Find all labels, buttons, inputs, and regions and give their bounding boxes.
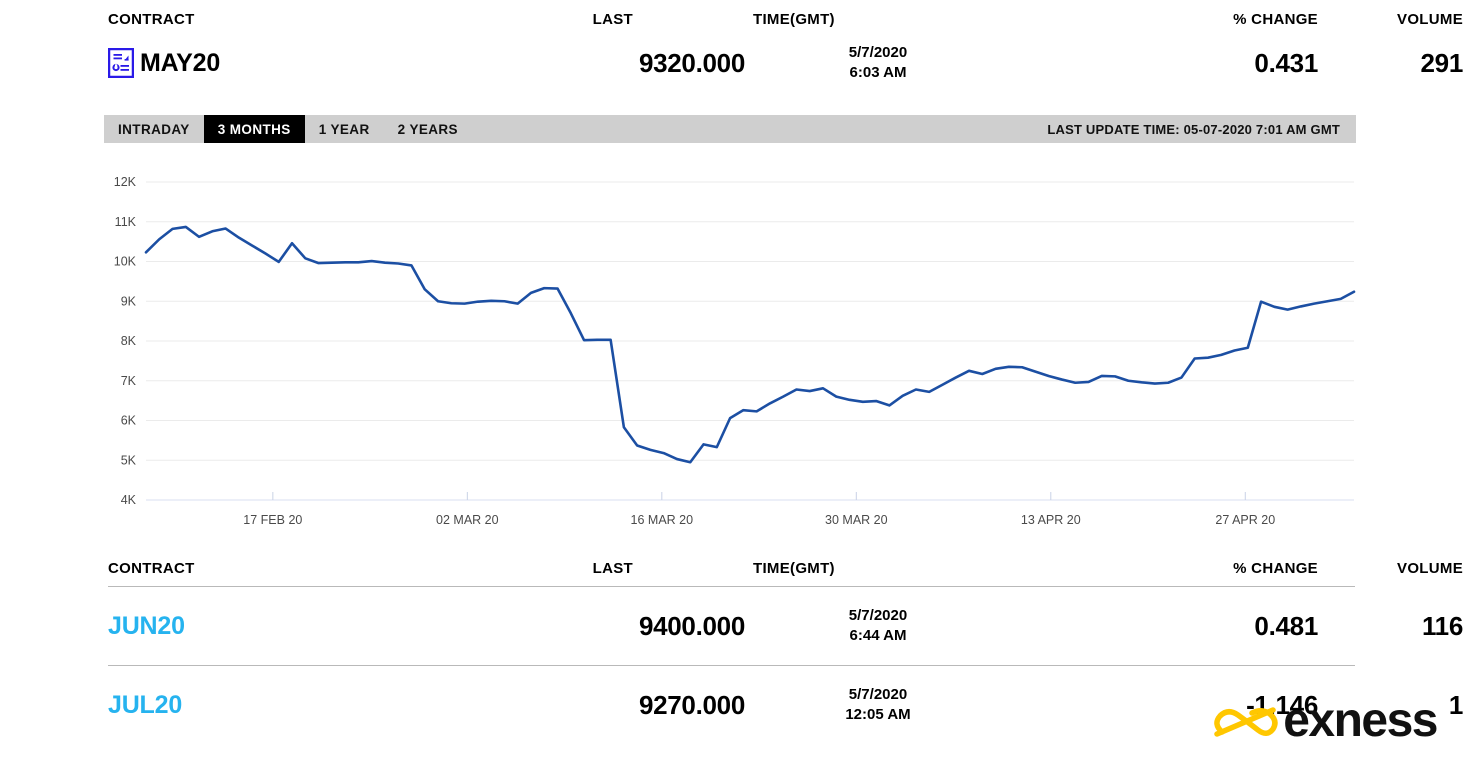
selected-contract-name: MAY20: [140, 48, 221, 77]
tab-1-year[interactable]: 1 YEAR: [318, 121, 370, 137]
svg-text:17 FEB 20: 17 FEB 20: [243, 513, 302, 527]
selected-contract-change: 0.431: [1254, 47, 1318, 78]
tab-intraday[interactable]: INTRADAY: [118, 121, 190, 137]
svg-text:4K: 4K: [121, 493, 137, 507]
lower-header-volume: VOLUME: [1397, 559, 1463, 577]
header-time: TIME(GMT): [753, 10, 835, 28]
row-date-jun20: 5/7/2020: [848, 606, 908, 624]
svg-text:7K: 7K: [121, 374, 137, 388]
lower-header-last: LAST: [592, 559, 633, 577]
selected-contract-row[interactable]: MAY20 9320.000 5/7/2020 6:03 AM 0.431 29…: [0, 32, 1463, 94]
svg-text:02 MAR 20: 02 MAR 20: [436, 513, 499, 527]
tab-3-months[interactable]: 3 MONTHS: [203, 115, 305, 143]
contract-link-jul20[interactable]: JUL20: [108, 690, 183, 719]
svg-text:27 APR 20: 27 APR 20: [1215, 513, 1275, 527]
row-divider: [108, 665, 1355, 666]
selected-contract-clock: 6:03 AM: [849, 64, 907, 81]
header-last: LAST: [592, 10, 633, 28]
document-chart-icon: [108, 48, 134, 78]
lower-table-header: CONTRACT LAST TIME(GMT) % CHANGE VOLUME: [0, 550, 1463, 586]
row-time-jun20: 5/7/2020 6:44 AM: [753, 606, 1003, 647]
lower-header-change: % CHANGE: [1233, 559, 1318, 577]
svg-text:9K: 9K: [121, 294, 137, 308]
row-time-jul20: 5/7/2020 12:05 AM: [753, 685, 1003, 726]
other-contracts-table: CONTRACT LAST TIME(GMT) % CHANGE VOLUME …: [0, 550, 1463, 744]
exness-logo-text: exness: [1283, 694, 1438, 747]
svg-text:13 APR 20: 13 APR 20: [1021, 513, 1081, 527]
row-last-jul20: 9270.000: [638, 689, 745, 720]
exness-infinity-mark: [1214, 707, 1278, 737]
header-change: % CHANGE: [1233, 10, 1318, 28]
selected-contract-cell[interactable]: MAY20: [108, 48, 408, 78]
svg-text:10K: 10K: [114, 255, 137, 269]
lower-header-time: TIME(GMT): [753, 559, 835, 577]
svg-text:12K: 12K: [114, 175, 137, 189]
last-update-time: LAST UPDATE TIME: 05-07-2020 7:01 AM GMT: [1047, 121, 1340, 137]
svg-text:16 MAR 20: 16 MAR 20: [631, 513, 694, 527]
header-contract: CONTRACT: [108, 10, 195, 28]
tab-2-years[interactable]: 2 YEARS: [397, 121, 458, 137]
table-row[interactable]: JUN20 9400.000 5/7/2020 6:44 AM 0.481 11…: [0, 587, 1463, 665]
timeframe-tabbar: INTRADAY 3 MONTHS 1 YEAR 2 YEARS LAST UP…: [104, 115, 1356, 143]
svg-text:8K: 8K: [121, 334, 137, 348]
price-chart[interactable]: 4K 5K 6K 7K 8K 9K 10K 11K 12K 17 FEB 20 02 MAR 20 1…: [104, 160, 1360, 545]
selected-contract-time: 5/7/2020 6:03 AM: [753, 43, 1003, 84]
svg-text:30 MAR 20: 30 MAR 20: [825, 513, 888, 527]
row-date-jul20: 5/7/2020: [848, 685, 908, 703]
header-volume: VOLUME: [1397, 10, 1463, 28]
lower-header-contract: CONTRACT: [108, 559, 195, 577]
price-chart-svg: 4K 5K 6K 7K 8K 9K 10K 11K 12K 17 FEB 20 02 MAR 20 1…: [114, 175, 1356, 527]
row-divider: [108, 586, 1355, 587]
selected-contract-last: 9320.000: [638, 47, 745, 78]
row-change-jun20: 0.481: [1254, 610, 1318, 641]
svg-text:11K: 11K: [115, 215, 137, 229]
row-clock-jul20: 12:05 AM: [845, 706, 911, 723]
row-clock-jun20: 6:44 AM: [849, 627, 907, 644]
table-row[interactable]: JUL20 9270.000 5/7/2020 12:05 AM -1.146 …: [0, 666, 1463, 744]
row-last-jun20: 9400.000: [638, 610, 745, 641]
top-table-header: CONTRACT LAST TIME(GMT) % CHANGE VOLUME: [0, 0, 1463, 32]
svg-text:5K: 5K: [121, 453, 137, 467]
selected-contract-volume: 291: [1420, 47, 1463, 78]
exness-logo: exness: [1209, 694, 1438, 747]
svg-text:6K: 6K: [121, 414, 137, 428]
contract-link-jun20[interactable]: JUN20: [108, 611, 185, 640]
row-volume-jul20: 1: [1448, 689, 1463, 720]
row-volume-jun20: 116: [1421, 610, 1463, 641]
selected-contract-date: 5/7/2020: [848, 43, 908, 61]
